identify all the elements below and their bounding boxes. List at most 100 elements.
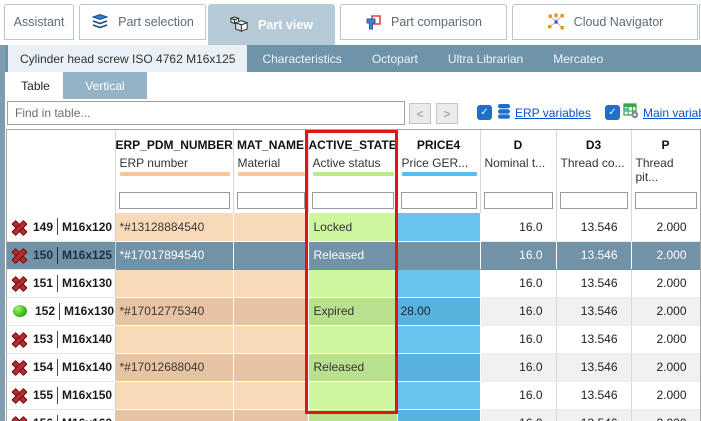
cell-material[interactable]: [233, 213, 309, 242]
cell-d[interactable]: 16.0: [480, 409, 557, 421]
table-row[interactable]: 151 M16x130 16.0 13.546 2.000: [7, 269, 700, 298]
cell-d[interactable]: 16.0: [480, 325, 557, 354]
cell-erp-number[interactable]: [115, 325, 234, 354]
cell-erp-number[interactable]: [115, 381, 234, 410]
column-header-price4[interactable]: PRICE4: [397, 130, 481, 154]
filter-input-d3[interactable]: [559, 192, 628, 209]
row-header[interactable]: 153 M16x140: [7, 325, 116, 354]
cell-price[interactable]: [397, 241, 481, 270]
cell-d[interactable]: 16.0: [480, 353, 557, 382]
column-header-d[interactable]: D: [480, 130, 557, 154]
cell-d[interactable]: 16.0: [480, 269, 557, 298]
table-row[interactable]: 150 M16x125 *#17017894540 Released 16.0 …: [7, 241, 700, 270]
cell-price[interactable]: [397, 353, 481, 382]
cell-active-status[interactable]: [308, 325, 398, 354]
cell-d3[interactable]: 13.546: [556, 381, 632, 410]
cell-material[interactable]: [233, 269, 309, 298]
find-in-table-input[interactable]: [7, 101, 405, 125]
erp-variables-checkbox[interactable]: ✓: [477, 105, 492, 120]
tab-assistant[interactable]: Assistant: [4, 4, 74, 40]
cell-active-status[interactable]: [308, 381, 398, 410]
cell-d[interactable]: 16.0: [480, 297, 557, 326]
column-header-mat-name[interactable]: MAT_NAME: [233, 130, 309, 154]
doc-tab-mercateo[interactable]: Mercateo: [538, 45, 618, 72]
cell-p[interactable]: 2.000: [631, 269, 700, 298]
cell-erp-number[interactable]: *#13128884540: [115, 213, 234, 242]
cell-price[interactable]: [397, 269, 481, 298]
cell-price[interactable]: 28.00: [397, 297, 481, 326]
main-variables-link[interactable]: Main variabl: [643, 106, 701, 120]
doc-tab-characteristics[interactable]: Characteristics: [247, 45, 356, 72]
filter-input-p[interactable]: [634, 192, 697, 209]
cell-material[interactable]: [233, 325, 309, 354]
table-row[interactable]: 153 M16x140 16.0 13.546 2.000: [7, 325, 700, 354]
main-variables-checkbox[interactable]: ✓: [605, 105, 620, 120]
cell-p[interactable]: 2.000: [631, 241, 700, 270]
view-tab-vertical[interactable]: Vertical: [63, 72, 147, 99]
tab-part-selection[interactable]: Part selection: [79, 4, 206, 40]
cell-p[interactable]: 2.000: [631, 325, 700, 354]
cell-d3[interactable]: 13.546: [556, 213, 632, 242]
cell-active-status[interactable]: Expired: [308, 297, 398, 326]
cell-p[interactable]: 2.000: [631, 297, 700, 326]
table-row[interactable]: 152 M16x130 *#17012775340 Expired 28.00 …: [7, 297, 700, 326]
cell-d[interactable]: 16.0: [480, 241, 557, 270]
row-header[interactable]: 155 M16x150: [7, 381, 116, 410]
cell-d3[interactable]: 13.546: [556, 325, 632, 354]
view-tab-table[interactable]: Table: [8, 72, 63, 99]
row-header[interactable]: 154 M16x140: [7, 353, 116, 382]
cell-d3[interactable]: 13.546: [556, 241, 632, 270]
cell-d3[interactable]: 13.546: [556, 269, 632, 298]
filter-input-price[interactable]: [400, 192, 477, 209]
cell-material[interactable]: [233, 381, 309, 410]
cell-active-status[interactable]: Locked: [308, 213, 398, 242]
cell-price[interactable]: [397, 325, 481, 354]
filter-input-active-status[interactable]: [311, 192, 394, 209]
cell-price[interactable]: [397, 381, 481, 410]
cell-material[interactable]: [233, 297, 309, 326]
cell-material[interactable]: [233, 241, 309, 270]
cell-p[interactable]: 2.000: [631, 409, 700, 421]
cell-erp-number[interactable]: *#17012688040: [115, 353, 234, 382]
table-row[interactable]: 154 M16x140 *#17012688040 Released 16.0 …: [7, 353, 700, 382]
tab-part-view[interactable]: Part view: [208, 4, 335, 45]
table-row[interactable]: 149 M16x120 *#13128884540 Locked 16.0 13…: [7, 213, 700, 242]
cell-price[interactable]: [397, 409, 481, 421]
cell-d[interactable]: 16.0: [480, 381, 557, 410]
filter-input-material[interactable]: [236, 192, 305, 209]
find-previous-button[interactable]: <: [409, 103, 431, 124]
cell-active-status[interactable]: [308, 269, 398, 298]
row-header[interactable]: 150 M16x125: [7, 241, 116, 270]
column-header-d3[interactable]: D3: [556, 130, 632, 154]
cell-d3[interactable]: 13.546: [556, 297, 632, 326]
cell-price[interactable]: [397, 213, 481, 242]
cell-d[interactable]: 16.0: [480, 213, 557, 242]
cell-d3[interactable]: 13.546: [556, 409, 632, 421]
cell-active-status[interactable]: [308, 409, 398, 421]
cell-erp-number[interactable]: *#17012775340: [115, 297, 234, 326]
row-header[interactable]: 156 M16x160: [7, 409, 116, 421]
filter-input-d[interactable]: [483, 192, 553, 209]
tab-part-comparison[interactable]: Part comparison: [340, 4, 507, 40]
cell-p[interactable]: 2.000: [631, 381, 700, 410]
filter-input-erp[interactable]: [118, 192, 230, 209]
table-row[interactable]: 155 M16x150 16.0 13.546 2.000: [7, 381, 700, 410]
column-header-active-state[interactable]: ACTIVE_STATE: [308, 130, 398, 154]
cell-material[interactable]: [233, 409, 309, 421]
table-row[interactable]: 156 M16x160 16.0 13.546 2.000: [7, 409, 700, 421]
doc-tab-octopart[interactable]: Octopart: [357, 45, 433, 72]
erp-variables-link[interactable]: ERP variables: [515, 106, 591, 120]
tab-cloud-navigator[interactable]: Cloud Navigator: [512, 4, 698, 40]
cell-active-status[interactable]: Released: [308, 353, 398, 382]
row-header[interactable]: 149 M16x120: [7, 213, 116, 242]
find-next-button[interactable]: >: [436, 103, 458, 124]
cell-d3[interactable]: 13.546: [556, 353, 632, 382]
cell-erp-number[interactable]: [115, 409, 234, 421]
cell-p[interactable]: 2.000: [631, 353, 700, 382]
row-header[interactable]: 151 M16x130: [7, 269, 116, 298]
cell-active-status[interactable]: Released: [308, 241, 398, 270]
cell-p[interactable]: 2.000: [631, 213, 700, 242]
cell-material[interactable]: [233, 353, 309, 382]
doc-tab-part[interactable]: Cylinder head screw ISO 4762 M16x125: [8, 45, 248, 72]
cell-erp-number[interactable]: *#17017894540: [115, 241, 234, 270]
